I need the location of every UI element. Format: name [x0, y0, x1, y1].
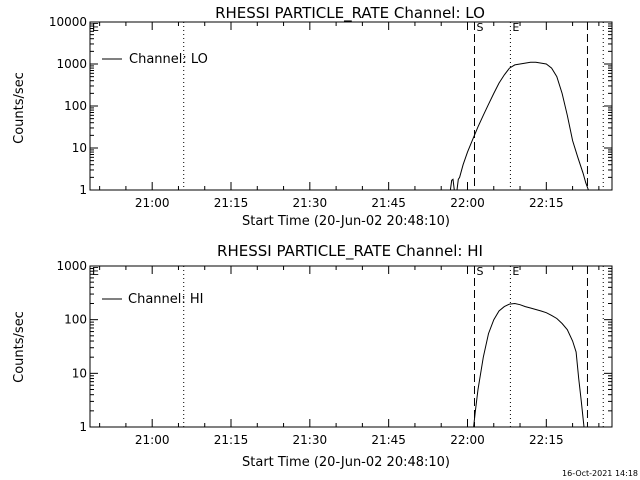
legend-label-hi: Channel: HI	[128, 292, 204, 307]
chart-title-hi: RHESSI PARTICLE_RATE Channel: HI	[217, 242, 483, 261]
y-tick-label: 1000	[56, 259, 87, 273]
marker-label: S	[476, 265, 483, 278]
x-tick-label: 21:45	[371, 433, 406, 447]
marker-label: E	[92, 21, 99, 34]
series-line	[473, 302, 585, 428]
plot-frame	[89, 265, 613, 428]
y-tick-label: 10	[72, 141, 87, 155]
marker-label: E	[512, 265, 519, 278]
marker-label: E	[512, 21, 519, 34]
y-tick-label: 1	[79, 183, 87, 197]
y-axis-label-hi: Counts/sec	[12, 311, 27, 383]
y-tick-label: 1000	[56, 57, 87, 71]
legend-label-lo: Channel: LO	[129, 52, 208, 67]
x-tick-label: 21:00	[135, 196, 170, 210]
x-tick-label: 21:30	[293, 196, 328, 210]
x-tick-label: 22:00	[450, 433, 485, 447]
x-tick-label: 21:00	[135, 433, 170, 447]
x-tick-label: 21:30	[293, 433, 328, 447]
y-tick-label: 10000	[49, 15, 87, 29]
x-tick-label: 21:15	[214, 433, 249, 447]
footer-timestamp: 16-Oct-2021 14:18	[562, 469, 638, 478]
panel-lo: RHESSI PARTICLE_RATE Channel: LO Start T…	[12, 4, 613, 229]
y-tick-label: 100	[64, 99, 87, 113]
x-tick-label: 22:00	[450, 196, 485, 210]
y-axis-label-lo: Counts/sec	[12, 72, 27, 144]
x-axis-label-lo: Start Time (20-Jun-02 20:48:10)	[242, 214, 450, 229]
chart-title-lo: RHESSI PARTICLE_RATE Channel: LO	[215, 4, 485, 23]
x-axis-label-hi: Start Time (20-Jun-02 20:48:10)	[242, 455, 450, 470]
y-tick-label: 10	[72, 366, 87, 380]
marker-label: E	[92, 265, 99, 278]
marker-label: S	[476, 21, 483, 34]
panel-hi: RHESSI PARTICLE_RATE Channel: HI Start T…	[12, 242, 613, 470]
x-tick-label: 22:15	[529, 433, 564, 447]
y-tick-label: 1	[79, 420, 87, 434]
y-tick-label: 100	[64, 313, 87, 327]
x-tick-label: 22:15	[529, 196, 564, 210]
x-tick-label: 21:15	[214, 196, 249, 210]
plot-frame	[89, 21, 613, 191]
series-line	[449, 61, 589, 191]
x-tick-label: 21:45	[371, 196, 406, 210]
